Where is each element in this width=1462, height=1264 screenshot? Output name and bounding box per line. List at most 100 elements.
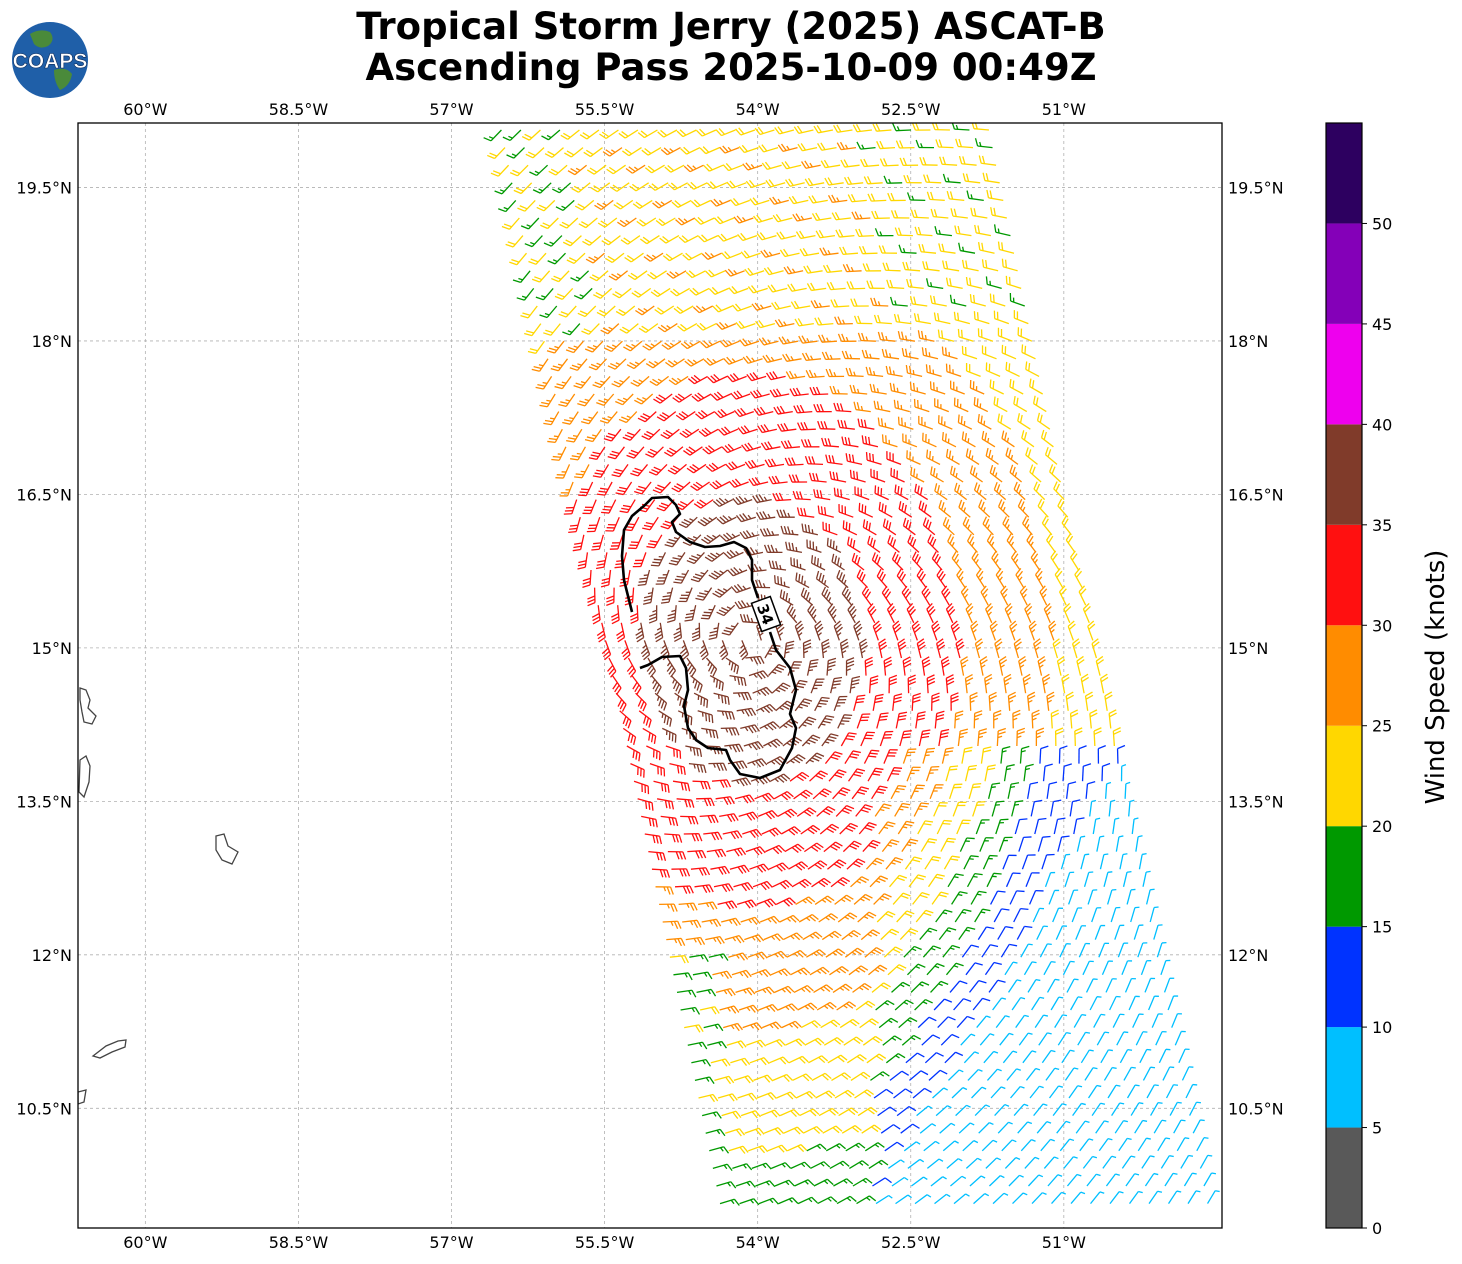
wind-barb — [994, 638, 1003, 659]
wind-barb — [649, 375, 669, 387]
wind-barb — [786, 949, 807, 958]
wind-barb — [772, 1073, 793, 1083]
wind-barb — [969, 294, 986, 307]
wind-barb — [590, 182, 611, 193]
wind-barb — [626, 446, 645, 459]
wind-barb — [808, 1055, 829, 1064]
wind-barb — [581, 323, 600, 335]
wind-barb — [611, 464, 629, 478]
wind-barb — [1150, 1101, 1163, 1116]
wind-barb — [979, 1033, 995, 1046]
wind-barb — [619, 499, 636, 514]
wind-barb — [736, 899, 757, 909]
wind-barb — [917, 1016, 937, 1029]
wind-barb — [845, 453, 863, 466]
wind-barb — [659, 235, 680, 244]
wind-barb — [749, 863, 770, 873]
wind-barb — [605, 516, 620, 532]
wind-barb — [524, 235, 543, 248]
wind-barb — [964, 674, 974, 694]
wind-barb — [644, 164, 665, 174]
wind-barb — [728, 952, 749, 961]
wind-barb — [934, 710, 945, 729]
wind-barb — [833, 620, 843, 641]
wind-barb — [597, 217, 618, 228]
wind-barb — [897, 330, 916, 342]
wind-barb — [897, 638, 907, 659]
wind-barb — [1078, 585, 1087, 606]
wind-barb — [914, 1194, 932, 1205]
lat-tick-label-left: 13.5°N — [16, 792, 72, 811]
wind-barb — [992, 997, 1007, 1011]
wind-barb — [790, 967, 811, 976]
wind-barb — [1167, 995, 1179, 1011]
wind-barb — [765, 1038, 786, 1048]
wind-barb — [1036, 1121, 1052, 1134]
wind-barb — [843, 1036, 864, 1046]
wind-barb — [618, 411, 638, 424]
wind-barb — [756, 232, 777, 241]
wind-barb — [1049, 464, 1062, 483]
wind-barb — [1037, 655, 1046, 676]
wind-barb — [607, 657, 617, 678]
wind-barb — [1101, 762, 1111, 782]
wind-barb — [876, 140, 896, 150]
wind-barb — [965, 962, 983, 976]
wind-barb — [965, 448, 980, 465]
wind-barb — [776, 509, 795, 518]
wind-barb — [907, 534, 920, 553]
wind-barb — [684, 1024, 704, 1033]
wind-barb — [1109, 1191, 1124, 1204]
wind-barb — [558, 393, 576, 407]
wind-barb — [926, 674, 936, 694]
wind-barb — [869, 383, 887, 395]
wind-barb — [675, 217, 696, 226]
wind-barb — [737, 232, 758, 242]
wind-barb — [985, 602, 994, 624]
wind-barb — [871, 210, 890, 220]
wind-barb — [1114, 1120, 1128, 1134]
wind-barb — [717, 233, 738, 242]
wind-barb — [950, 620, 960, 641]
wind-barb — [957, 414, 973, 430]
wind-barb — [572, 534, 585, 552]
wind-barb — [814, 696, 830, 712]
wind-barb — [969, 1175, 986, 1187]
wind-barb — [856, 713, 871, 729]
wind-barb — [973, 396, 989, 413]
wind-barb — [886, 603, 897, 624]
wind-barb — [829, 471, 847, 483]
lon-tick-label-bottom: 55.5°W — [575, 1233, 635, 1252]
wind-barb — [796, 507, 815, 518]
wind-barb — [583, 147, 603, 158]
wind-barb — [874, 228, 894, 237]
wind-barb — [821, 930, 842, 941]
wind-barb — [932, 1087, 949, 1099]
wind-barb — [728, 478, 749, 488]
wind-barb — [851, 211, 871, 220]
wind-barb — [925, 765, 940, 782]
wind-barb — [833, 402, 852, 413]
wind-barb — [601, 640, 612, 661]
wind-barb — [644, 833, 663, 845]
wind-barb — [669, 955, 690, 964]
wind-barb — [771, 1162, 792, 1170]
wind-barb — [631, 675, 642, 695]
wind-barb — [855, 228, 874, 238]
wind-barb — [813, 984, 834, 993]
wind-barb — [536, 199, 556, 212]
wind-barb — [982, 172, 1000, 184]
wind-barb — [570, 270, 590, 282]
wind-barb — [735, 987, 756, 996]
wind-barb — [792, 490, 811, 501]
lat-tick-label-left: 19.5°N — [16, 178, 72, 197]
wind-barb — [694, 1076, 715, 1085]
wind-barb — [870, 297, 889, 307]
wind-barb — [674, 885, 694, 894]
wind-barb — [716, 515, 737, 525]
wind-barb — [655, 569, 670, 585]
wind-barb — [809, 386, 829, 396]
wind-barb — [760, 441, 781, 451]
wind-barb — [591, 605, 601, 625]
wind-barb — [1099, 853, 1109, 870]
